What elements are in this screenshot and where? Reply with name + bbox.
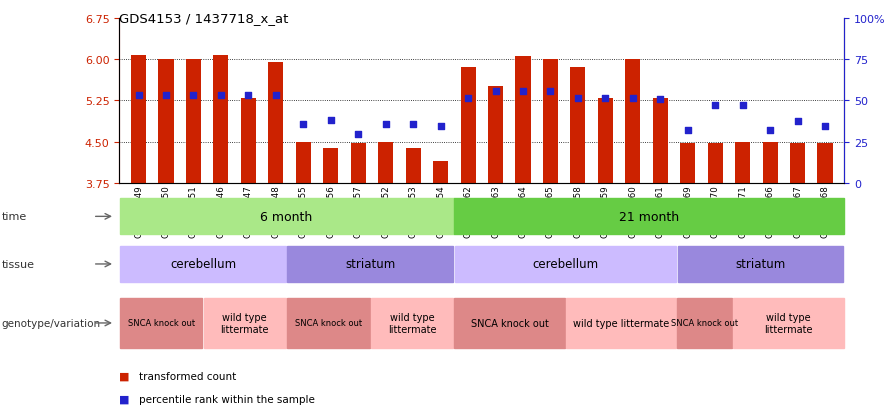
- Point: [269, 93, 283, 99]
- Text: time: time: [2, 212, 27, 222]
- Bar: [454, 199, 844, 235]
- Text: 6 month: 6 month: [261, 210, 313, 223]
- Text: SNCA knock out: SNCA knock out: [470, 318, 549, 328]
- Bar: [566, 298, 676, 348]
- Point: [241, 93, 255, 99]
- Text: genotype/variation: genotype/variation: [2, 318, 101, 328]
- Bar: [203, 298, 286, 348]
- Point: [187, 93, 201, 99]
- Bar: [677, 298, 732, 348]
- Text: GDS4153 / 1437718_x_at: GDS4153 / 1437718_x_at: [119, 12, 289, 25]
- Text: SNCA knock out: SNCA knock out: [127, 319, 194, 328]
- Bar: [406, 149, 421, 184]
- Text: wild type
littermate: wild type littermate: [764, 312, 812, 334]
- Point: [598, 95, 613, 102]
- Point: [159, 93, 173, 99]
- Point: [653, 96, 667, 103]
- Point: [544, 88, 558, 95]
- Bar: [570, 68, 585, 184]
- Text: ■: ■: [119, 394, 133, 404]
- Point: [489, 88, 503, 95]
- Bar: [598, 98, 613, 184]
- Point: [681, 127, 695, 134]
- Bar: [131, 55, 146, 184]
- Bar: [158, 60, 173, 184]
- Point: [351, 131, 365, 138]
- Bar: [213, 56, 228, 184]
- Bar: [625, 60, 640, 184]
- Bar: [790, 144, 805, 184]
- Text: striatum: striatum: [345, 258, 395, 271]
- Text: wild type littermate: wild type littermate: [573, 318, 669, 328]
- Bar: [378, 142, 393, 184]
- Point: [708, 102, 722, 109]
- Bar: [454, 298, 565, 348]
- Point: [571, 95, 585, 102]
- Point: [516, 88, 530, 95]
- Bar: [763, 142, 778, 184]
- Bar: [287, 298, 370, 348]
- Bar: [120, 298, 202, 348]
- Bar: [461, 68, 476, 184]
- Point: [214, 93, 228, 99]
- Bar: [296, 142, 311, 184]
- Text: tissue: tissue: [2, 259, 34, 269]
- Bar: [351, 144, 366, 184]
- Text: cerebellum: cerebellum: [170, 258, 236, 271]
- Point: [818, 124, 832, 131]
- Text: SNCA knock out: SNCA knock out: [295, 319, 362, 328]
- Point: [790, 118, 804, 125]
- Point: [763, 127, 777, 134]
- Bar: [119, 199, 453, 235]
- Text: wild type
littermate: wild type littermate: [388, 312, 437, 334]
- Bar: [186, 60, 201, 184]
- Bar: [652, 98, 667, 184]
- Point: [626, 95, 640, 102]
- Text: percentile rank within the sample: percentile rank within the sample: [139, 394, 315, 404]
- Bar: [515, 57, 530, 184]
- Bar: [543, 60, 558, 184]
- Point: [378, 121, 392, 128]
- Point: [433, 124, 447, 131]
- Bar: [488, 86, 503, 184]
- Bar: [269, 63, 284, 184]
- Bar: [324, 149, 339, 184]
- Text: ■: ■: [119, 371, 133, 381]
- Bar: [287, 247, 453, 282]
- Bar: [707, 144, 723, 184]
- Bar: [680, 144, 695, 184]
- Point: [296, 121, 310, 128]
- Bar: [454, 247, 676, 282]
- Bar: [370, 298, 453, 348]
- Bar: [733, 298, 843, 348]
- Bar: [678, 247, 843, 282]
- Point: [406, 121, 420, 128]
- Text: wild type
littermate: wild type littermate: [220, 312, 269, 334]
- Text: 21 month: 21 month: [619, 210, 679, 223]
- Bar: [120, 247, 286, 282]
- Point: [324, 117, 338, 124]
- Bar: [240, 98, 256, 184]
- Text: SNCA knock out: SNCA knock out: [671, 319, 738, 328]
- Text: cerebellum: cerebellum: [532, 258, 598, 271]
- Bar: [433, 162, 448, 184]
- Point: [735, 102, 750, 109]
- Point: [461, 95, 475, 102]
- Point: [132, 93, 146, 99]
- Bar: [818, 144, 833, 184]
- Text: striatum: striatum: [735, 258, 786, 271]
- Bar: [735, 142, 751, 184]
- Text: transformed count: transformed count: [139, 371, 236, 381]
